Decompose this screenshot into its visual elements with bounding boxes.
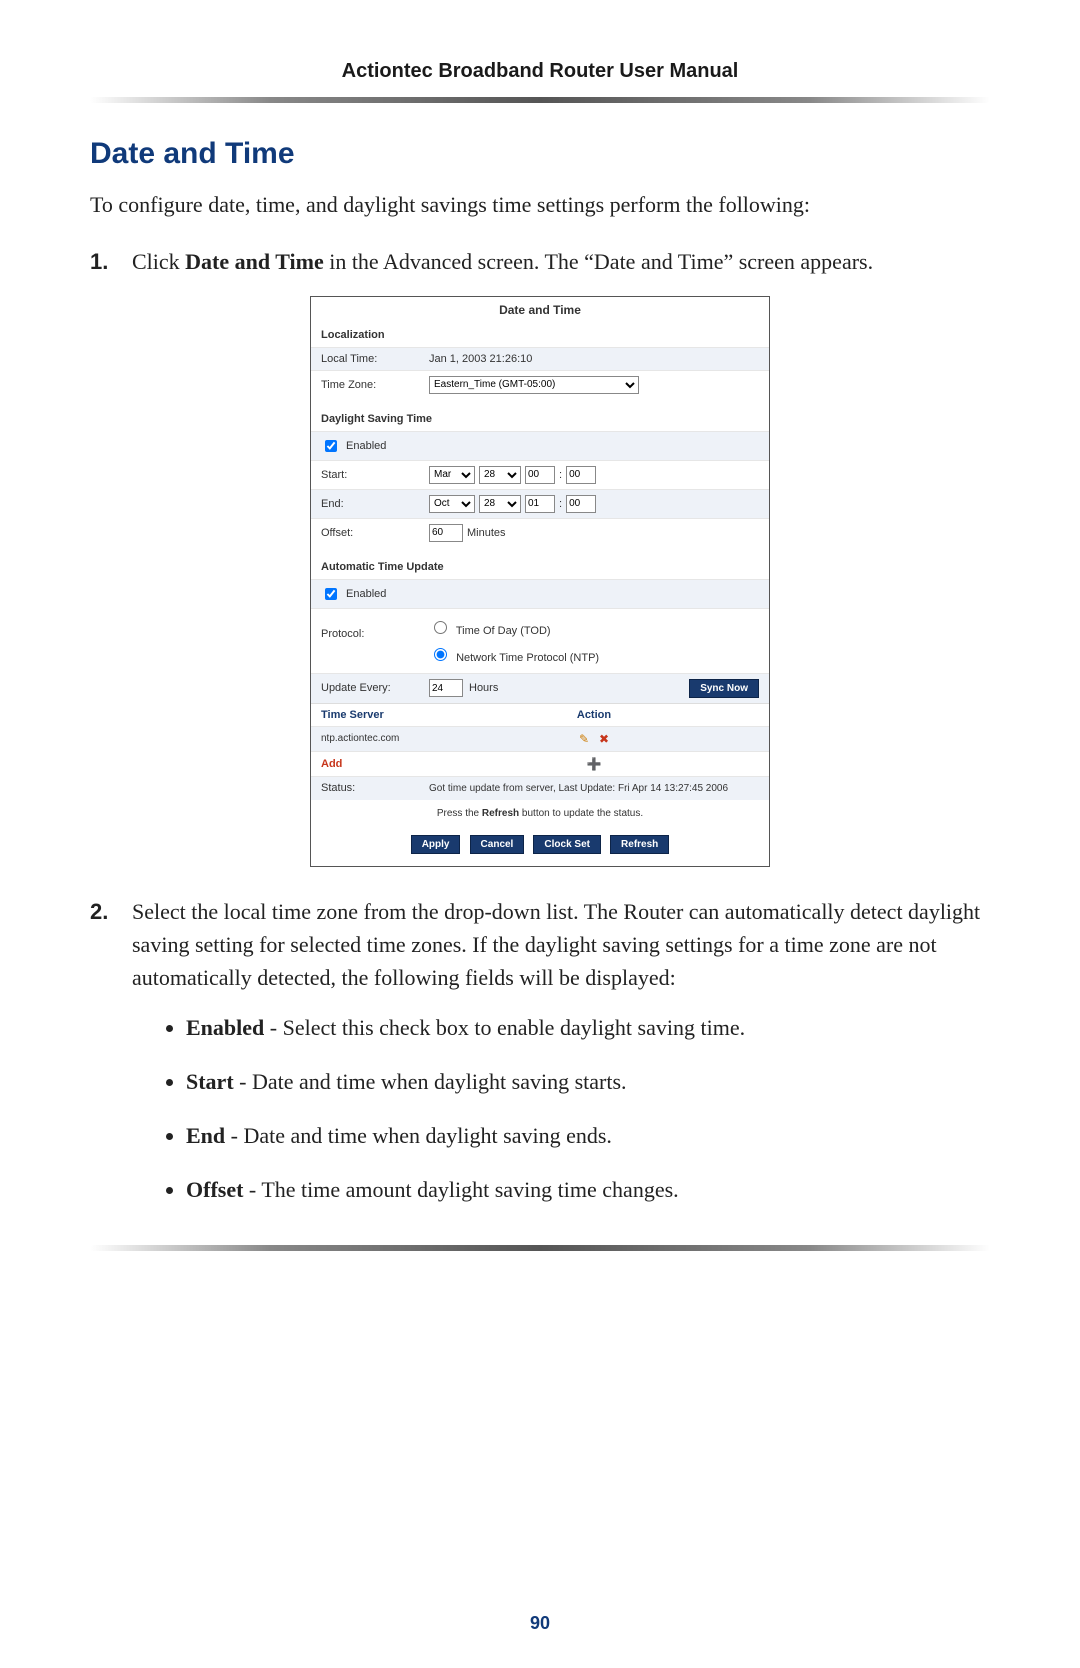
status-value: Got time update from server, Last Update… <box>429 782 759 795</box>
timeserver-value: ntp.actiontec.com <box>321 733 429 744</box>
dst-start-hour[interactable] <box>525 466 555 484</box>
cancel-button[interactable]: Cancel <box>470 835 525 854</box>
time-colon: : <box>559 498 562 510</box>
update-every-row: Update Every: Hours Sync Now <box>311 673 769 703</box>
local-time-label: Local Time: <box>321 353 429 365</box>
dst-offset-row: Offset: Minutes <box>311 518 769 547</box>
edit-icon[interactable]: ✎ <box>579 732 589 746</box>
step-1: 1. Click Date and Time in the Advanced s… <box>90 245 990 278</box>
dst-end-hour[interactable] <box>525 495 555 513</box>
dst-offset-input[interactable] <box>429 524 463 542</box>
delete-icon[interactable]: ✖ <box>599 732 609 746</box>
footer-rule <box>90 1245 990 1251</box>
dst-enabled-label: Enabled <box>346 440 386 452</box>
dst-end-month[interactable]: Oct <box>429 495 475 513</box>
update-unit: Hours <box>469 682 498 694</box>
dst-enabled-row: Enabled <box>311 431 769 460</box>
step-number: 1. <box>90 245 132 278</box>
section-title: Date and Time <box>90 137 990 171</box>
local-time-row: Local Time: Jan 1, 2003 21:26:10 <box>311 347 769 370</box>
header-rule <box>90 97 990 103</box>
timezone-label: Time Zone: <box>321 379 429 391</box>
refresh-button[interactable]: Refresh <box>610 835 669 854</box>
dst-offset-label: Offset: <box>321 527 429 539</box>
offset-unit: Minutes <box>467 527 506 539</box>
timeserver-row: ntp.actiontec.com ✎ ✖ <box>311 726 769 751</box>
timeserver-col-header: Time Server <box>321 709 429 721</box>
page-number: 90 <box>0 1613 1080 1634</box>
protocol-row: Protocol: Time Of Day (TOD) Network Time… <box>311 608 769 673</box>
dst-start-day[interactable]: 28 <box>479 466 521 484</box>
local-time-value: Jan 1, 2003 21:26:10 <box>429 353 759 365</box>
protocol-tod-radio[interactable] <box>434 621 447 634</box>
page-header: Actiontec Broadband Router User Manual <box>90 40 990 97</box>
update-every-label: Update Every: <box>321 682 429 694</box>
dst-enabled-checkbox[interactable] <box>325 440 337 452</box>
protocol-ntp-radio[interactable] <box>434 648 447 661</box>
apply-button[interactable]: Apply <box>411 835 461 854</box>
atu-enabled-checkbox[interactable] <box>325 588 337 600</box>
status-row: Status: Got time update from server, Las… <box>311 776 769 800</box>
timezone-row: Time Zone: Eastern_Time (GMT-05:00) <box>311 370 769 399</box>
action-col-header: Action <box>429 709 759 721</box>
screenshot-panel: Date and Time Localization Local Time: J… <box>310 296 770 867</box>
dst-end-min[interactable] <box>566 495 596 513</box>
bullet-end: End - Date and time when daylight saving… <box>186 1120 990 1152</box>
bullet-list: Enabled - Select this check box to enabl… <box>146 1012 990 1206</box>
protocol-label: Protocol: <box>321 614 429 640</box>
add-icon[interactable]: ➕ <box>587 757 602 771</box>
time-colon: : <box>559 469 562 481</box>
step1-bold: Date and Time <box>185 249 324 274</box>
localization-heading: Localization <box>311 323 769 347</box>
step1-prefix: Click <box>132 249 185 274</box>
timeserver-table-header: Time Server Action <box>311 703 769 726</box>
dst-heading: Daylight Saving Time <box>311 399 769 431</box>
dst-start-label: Start: <box>321 469 429 481</box>
protocol-ntp-label: Network Time Protocol (NTP) <box>456 652 599 664</box>
clockset-button[interactable]: Clock Set <box>533 835 601 854</box>
step-body: Select the local time zone from the drop… <box>132 895 990 994</box>
bullet-enabled: Enabled - Select this check box to enabl… <box>186 1012 990 1044</box>
update-every-input[interactable] <box>429 679 463 697</box>
step1-rest: in the Advanced screen. The “Date and Ti… <box>324 249 873 274</box>
step-body: Click Date and Time in the Advanced scre… <box>132 245 990 278</box>
intro-text: To configure date, time, and daylight sa… <box>90 189 990 221</box>
dst-end-label: End: <box>321 498 429 510</box>
step-number: 2. <box>90 895 132 994</box>
add-link[interactable]: Add <box>321 758 429 770</box>
status-label: Status: <box>321 782 429 794</box>
add-row: Add ➕ <box>311 751 769 776</box>
dst-start-row: Start: Mar 28 : <box>311 460 769 489</box>
refresh-note: Press the Refresh button to update the s… <box>311 800 769 827</box>
atu-heading: Automatic Time Update <box>311 547 769 579</box>
atu-enabled-label: Enabled <box>346 588 386 600</box>
dst-end-day[interactable]: 28 <box>479 495 521 513</box>
bullet-start: Start - Date and time when daylight savi… <box>186 1066 990 1098</box>
button-row: Apply Cancel Clock Set Refresh <box>311 827 769 866</box>
atu-enabled-row: Enabled <box>311 579 769 608</box>
step-2: 2. Select the local time zone from the d… <box>90 895 990 994</box>
dst-start-min[interactable] <box>566 466 596 484</box>
protocol-tod-label: Time Of Day (TOD) <box>456 625 551 637</box>
dst-end-row: End: Oct 28 : <box>311 489 769 518</box>
shot-title: Date and Time <box>311 297 769 323</box>
bullet-offset: Offset - The time amount daylight saving… <box>186 1174 990 1206</box>
dst-start-month[interactable]: Mar <box>429 466 475 484</box>
sync-now-button[interactable]: Sync Now <box>689 679 759 698</box>
timezone-select[interactable]: Eastern_Time (GMT-05:00) <box>429 376 639 394</box>
